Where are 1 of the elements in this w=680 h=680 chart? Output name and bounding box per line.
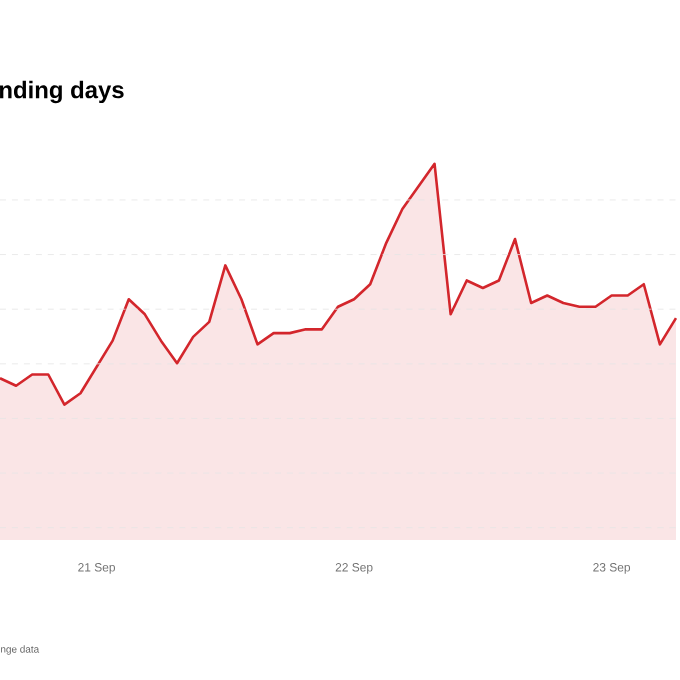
- chart-title: nding days: [0, 80, 124, 104]
